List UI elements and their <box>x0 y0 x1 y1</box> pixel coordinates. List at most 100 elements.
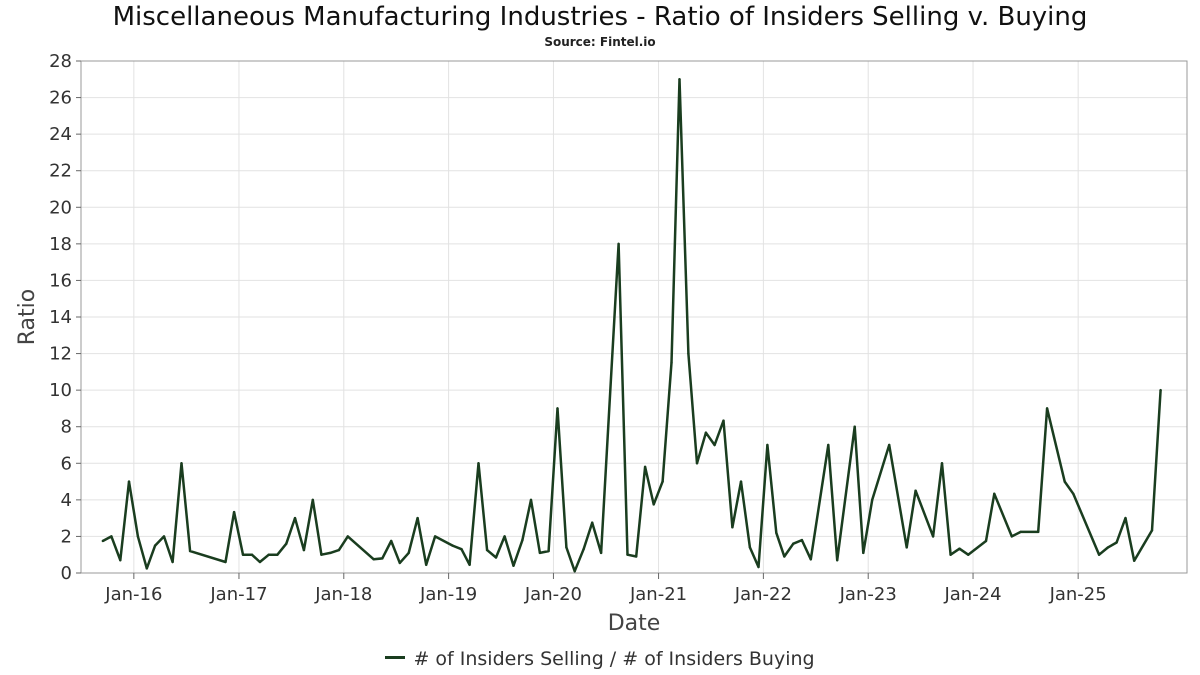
data-point <box>468 563 471 566</box>
data-point <box>775 531 778 534</box>
y-tick-label: 0 <box>61 563 72 584</box>
data-point <box>914 489 917 492</box>
data-point <box>302 548 306 552</box>
data-point <box>381 557 384 560</box>
data-point <box>739 480 743 483</box>
data-point <box>1150 529 1154 532</box>
data-point <box>582 548 585 551</box>
data-point <box>311 498 314 502</box>
data-point <box>626 553 629 556</box>
data-point <box>433 535 437 538</box>
data-point <box>110 535 113 538</box>
data-point <box>731 526 734 529</box>
data-point <box>494 556 498 559</box>
chart-subtitle: Source: Fintel.io <box>544 35 656 49</box>
data-point <box>766 443 769 447</box>
data-point <box>670 361 673 364</box>
data-point <box>171 560 174 564</box>
data-point <box>993 492 996 495</box>
data-point <box>180 462 183 465</box>
y-tick-label: 8 <box>61 417 72 438</box>
x-tick-label: Jan-25 <box>1049 584 1107 605</box>
x-tick-label: Jan-21 <box>629 584 687 605</box>
data-point <box>722 419 725 422</box>
data-point <box>329 551 332 555</box>
y-tick-label: 12 <box>49 344 72 365</box>
data-point <box>862 551 865 555</box>
x-tick-label: Jan-24 <box>943 584 1001 605</box>
data-point <box>224 560 227 564</box>
data-point <box>512 564 515 567</box>
data-point <box>477 462 480 465</box>
grid <box>81 60 1187 574</box>
y-tick-label: 14 <box>49 307 72 328</box>
data-point <box>652 503 655 506</box>
data-point <box>232 510 236 514</box>
data-point <box>521 538 524 542</box>
data-point <box>635 555 638 558</box>
x-tick-label: Jan-22 <box>734 584 792 605</box>
series-group <box>101 78 1162 573</box>
data-point <box>1097 553 1101 556</box>
data-point <box>984 539 988 543</box>
y-tick-label: 16 <box>49 270 72 291</box>
x-axis-title: Date <box>608 611 661 636</box>
data-point <box>416 516 419 520</box>
data-point <box>757 565 760 569</box>
data-point <box>1159 388 1162 392</box>
data-point <box>267 553 270 556</box>
data-point <box>748 546 752 549</box>
data-point <box>398 561 401 565</box>
x-tick-label: Jan-18 <box>314 584 372 605</box>
x-tick-label: Jan-19 <box>419 584 477 605</box>
data-point <box>792 542 795 545</box>
data-point <box>783 555 786 558</box>
data-point <box>967 553 970 556</box>
y-tick-label: 2 <box>61 526 72 547</box>
chart-title: Miscellaneous Manufacturing Industries -… <box>112 2 1088 32</box>
y-tick-label: 4 <box>61 490 72 511</box>
data-point <box>888 443 891 447</box>
data-point <box>678 78 681 81</box>
data-point <box>704 431 708 434</box>
data-point <box>687 352 690 355</box>
data-point <box>547 549 550 553</box>
y-tick-label: 24 <box>49 124 72 145</box>
data-point <box>241 553 245 556</box>
y-tick-label: 22 <box>49 161 72 182</box>
data-point <box>871 498 874 502</box>
data-point <box>460 548 463 551</box>
data-point <box>591 521 594 524</box>
data-point <box>1063 480 1066 483</box>
x-tick-label: Jan-23 <box>839 584 897 605</box>
data-point <box>127 480 131 483</box>
data-point <box>1037 530 1040 534</box>
data-point <box>1019 530 1022 534</box>
data-point <box>101 539 105 543</box>
data-point <box>1072 492 1075 495</box>
y-tick-label: 20 <box>49 197 72 218</box>
data-point <box>800 538 804 542</box>
series-line <box>102 78 1162 573</box>
x-axis: Jan-16 Jan-17 Jan-18 Jan-19 Jan-20 Jan-21 Jan-… <box>104 573 1107 605</box>
data-point <box>250 553 254 556</box>
data-point <box>293 516 297 520</box>
data-point <box>503 535 506 538</box>
data-point <box>538 551 542 555</box>
data-point <box>940 462 944 465</box>
data-point <box>617 242 620 246</box>
data-point <box>1106 546 1110 549</box>
data-point <box>529 498 533 502</box>
data-point <box>836 559 839 562</box>
data-point <box>153 544 157 547</box>
data-point <box>258 560 262 564</box>
data-point <box>599 551 603 555</box>
data-point <box>1045 407 1049 410</box>
data-point <box>337 548 341 552</box>
data-point <box>853 425 856 428</box>
data-point <box>425 563 428 566</box>
data-point <box>320 553 323 556</box>
data-point <box>372 558 375 561</box>
